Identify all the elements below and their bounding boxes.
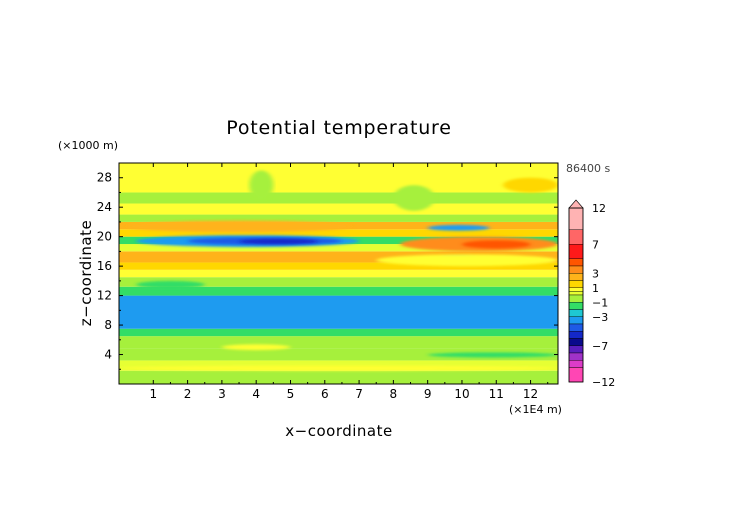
colorbar-bin-10 — [568, 302, 584, 310]
colorbar-bin-6 — [568, 280, 584, 288]
x-tick-label-4: 4 — [252, 387, 260, 401]
x-tick-label-1: 1 — [149, 387, 157, 401]
x-tick-label-2: 2 — [184, 387, 192, 401]
colorbar-bin-4 — [568, 265, 584, 274]
colorbar-bin-1 — [568, 229, 584, 245]
heatmap-feature-14 — [503, 177, 558, 193]
colorbar-bin-3 — [568, 258, 584, 267]
heatmap-layer-10 — [119, 251, 558, 263]
heatmap-layer-2 — [119, 348, 558, 361]
heatmap-layer-9 — [119, 262, 558, 270]
heatmap-plot-area — [119, 163, 558, 384]
x-unit-label: (×1E4 m) — [509, 403, 562, 416]
colorbar-bin-17 — [568, 352, 584, 361]
colorbar-bin-19 — [568, 367, 584, 383]
y-tick-label-20: 20 — [97, 230, 112, 244]
colorbar-bin-14 — [568, 331, 584, 339]
colorbar-label: 1 — [592, 282, 599, 295]
colorbar-label: −3 — [592, 311, 608, 324]
colorbar-frame — [568, 207, 584, 383]
y-tick-label-28: 28 — [97, 171, 112, 185]
heatmap-layer-17 — [119, 192, 558, 204]
colorbar-bin-2 — [568, 244, 584, 259]
heatmap-feature-10 — [119, 365, 558, 371]
x-tick-label-8: 8 — [390, 387, 398, 401]
colorbar-bin-0 — [568, 207, 584, 230]
heatmap-feature-2 — [239, 238, 318, 245]
colorbar-label: 7 — [592, 238, 599, 251]
y-axis-label: z−coordinate — [77, 220, 95, 326]
colorbar-label: −12 — [592, 376, 615, 389]
colorbar-bin-5 — [568, 273, 584, 281]
y-tick-label-16: 16 — [97, 259, 112, 273]
colorbar-bin-8 — [568, 291, 584, 296]
x-tick-label-5: 5 — [287, 387, 295, 401]
y-tick-label-12: 12 — [97, 289, 112, 303]
y-tick-label-4: 4 — [104, 348, 112, 362]
colorbar-bin-12 — [568, 316, 584, 325]
heatmap-layer-8 — [119, 269, 558, 278]
heatmap-layer-3 — [119, 336, 558, 349]
heatmap-feature-8 — [125, 220, 353, 233]
x-tick-label-9: 9 — [424, 387, 432, 401]
x-tick-label-6: 6 — [321, 387, 329, 401]
colorbar-bin-13 — [568, 323, 584, 332]
heatmap-layer-4 — [119, 328, 558, 337]
heatmap-layer-5 — [119, 295, 558, 329]
colorbar-bin-9 — [568, 294, 584, 303]
colorbar-label: −1 — [592, 296, 608, 309]
chart-title: Potential temperature — [226, 117, 452, 139]
colorbar-bin-11 — [568, 309, 584, 317]
x-axis-label: x−coordinate — [285, 422, 392, 440]
heatmap-layer-6 — [119, 286, 558, 296]
y-tick-label-24: 24 — [97, 200, 112, 214]
colorbar-bin-15 — [568, 338, 584, 346]
heatmap-layer-13 — [119, 229, 558, 237]
colorbar-label: 3 — [592, 267, 599, 280]
heatmap-layer-18 — [119, 163, 558, 193]
colorbar-bin-18 — [568, 360, 584, 368]
y-tick-label-8: 8 — [104, 318, 112, 332]
heatmap-layer-1 — [119, 360, 558, 371]
x-tick-label-10: 10 — [454, 387, 469, 401]
heatmap-layer-16 — [119, 203, 558, 215]
colorbar: 12 7 3 1−1 −3 −7 −12 — [568, 199, 615, 389]
y-unit-label: (×1000 m) — [58, 139, 118, 152]
plot-frame — [118, 162, 559, 385]
heatmap-feature-4 — [461, 240, 531, 249]
time-label: 86400 s — [566, 162, 610, 175]
heatmap-feature-11 — [427, 352, 558, 358]
colorbar-extend-arrow — [568, 199, 584, 209]
x-tick-label-3: 3 — [218, 387, 226, 401]
colorbar-bin-16 — [568, 345, 584, 354]
heatmap-layer-11 — [119, 244, 558, 252]
heatmap-feature-12 — [249, 170, 274, 200]
heatmap-feature-5 — [427, 224, 490, 231]
colorbar-bin-7 — [568, 287, 584, 292]
x-tick-label-12: 12 — [523, 387, 538, 401]
x-tick-label-7: 7 — [355, 387, 363, 401]
heatmap-feature-13 — [393, 185, 435, 211]
heatmap-layer-0 — [119, 370, 558, 384]
heatmap-feature-15 — [136, 280, 205, 289]
colorbar-label: −7 — [592, 340, 608, 353]
heatmap-feature-9 — [221, 344, 291, 351]
heatmap-layer-15 — [119, 214, 558, 222]
colorbar-label: 12 — [592, 202, 606, 215]
heatmap-feature-7 — [376, 254, 558, 267]
x-tick-label-11: 11 — [489, 387, 504, 401]
heatmap-layer-7 — [119, 277, 558, 287]
